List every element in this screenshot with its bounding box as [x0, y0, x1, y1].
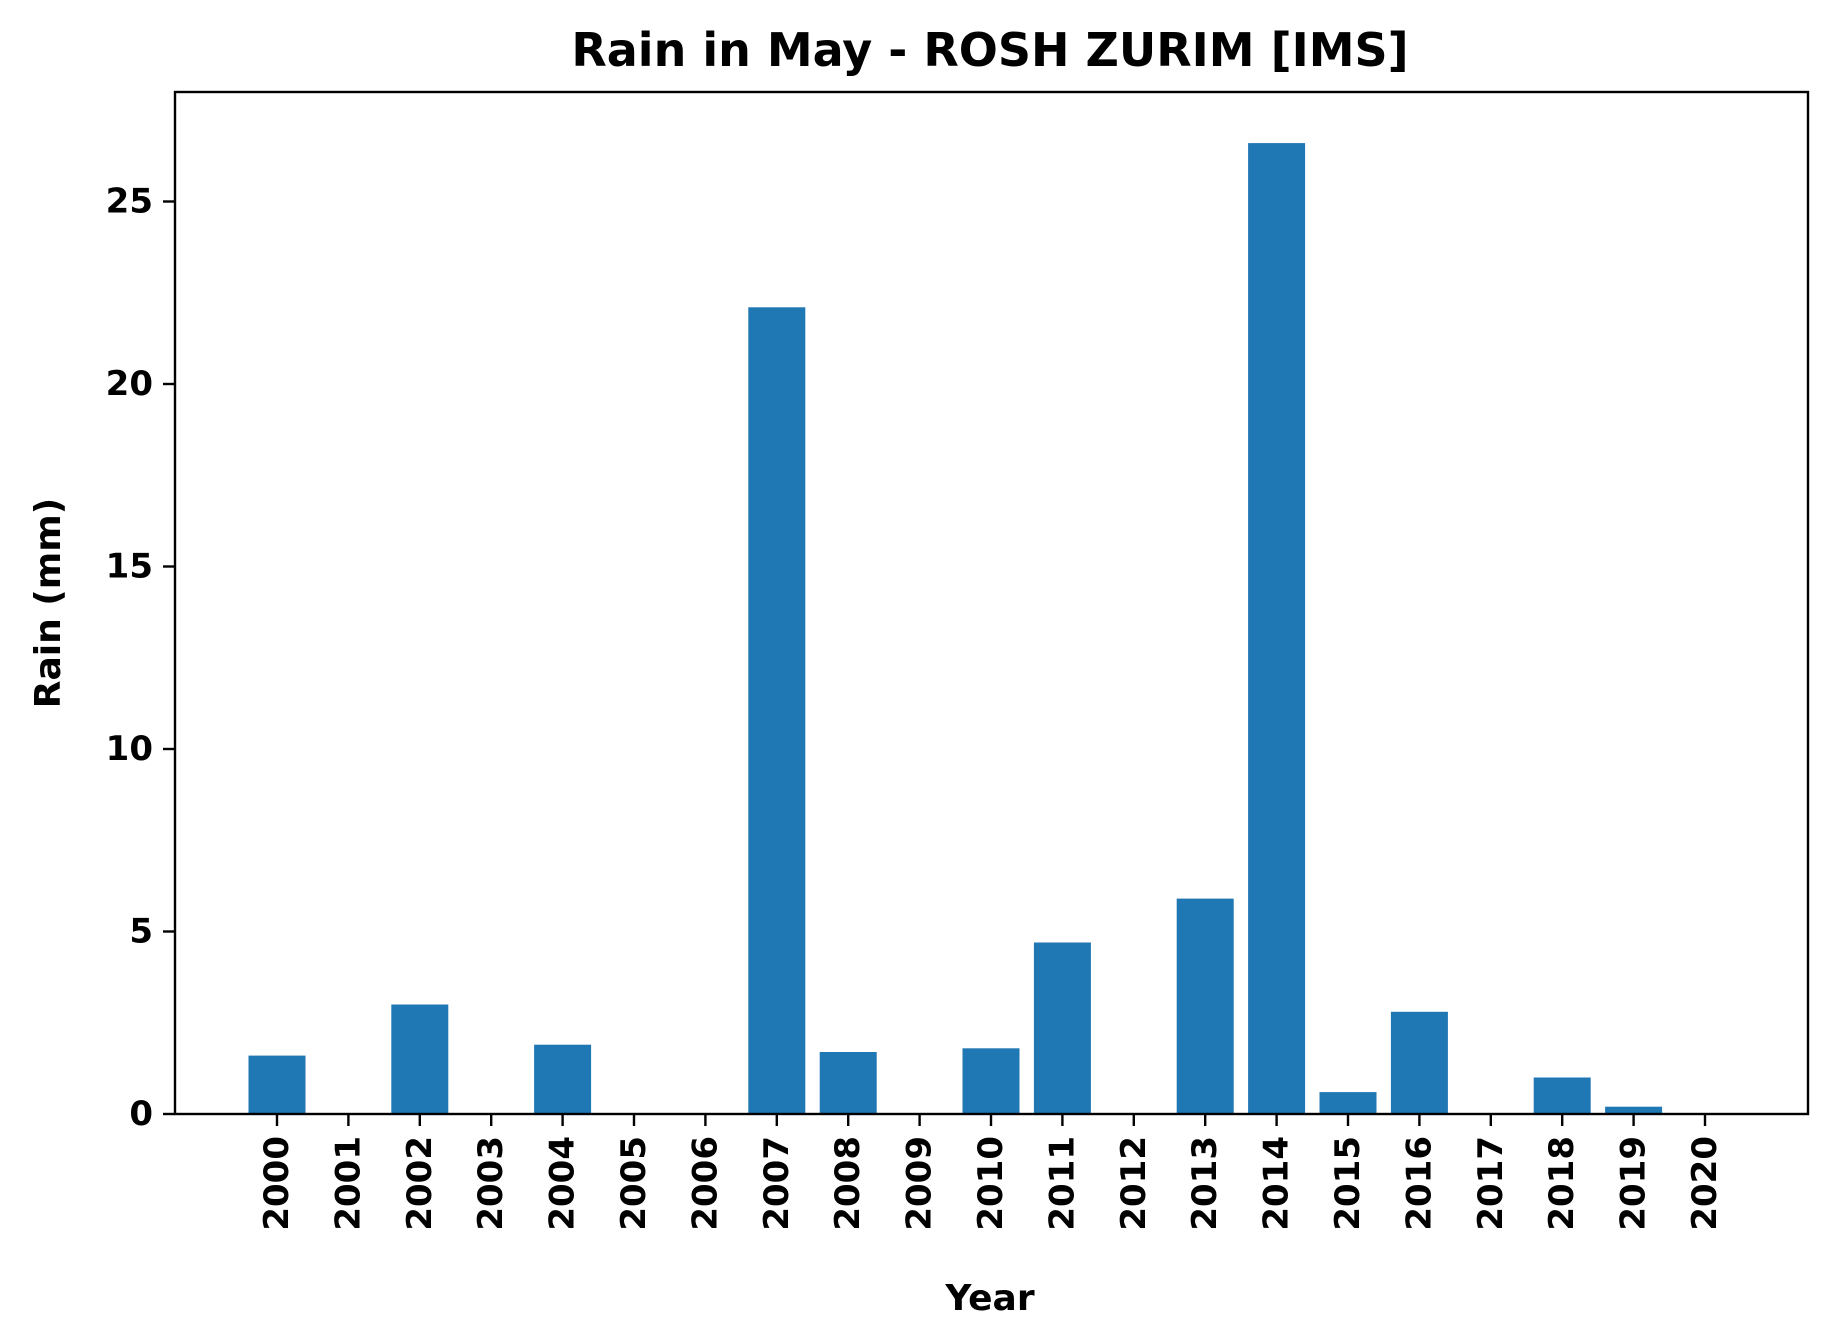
bars	[248, 143, 1663, 1115]
x-tick-label-2005: 2005	[614, 1136, 654, 1231]
bar-2008	[819, 1052, 877, 1114]
chart-title: Rain in May - ROSH ZURIM [IMS]	[571, 23, 1408, 77]
y-tick-label-20: 20	[106, 364, 153, 404]
bar-2010	[962, 1048, 1020, 1114]
x-tick-label-2009: 2009	[900, 1136, 940, 1231]
y-axis-label: Rain (mm)	[28, 498, 69, 708]
x-tick-label-2020: 2020	[1685, 1136, 1725, 1231]
bar-2007	[748, 307, 806, 1114]
bar-2014	[1248, 143, 1306, 1115]
y-axis-ticks: 0 5 10 15 20 25	[106, 182, 175, 1134]
y-tick-label-10: 10	[106, 729, 153, 769]
x-tick-label-2016: 2016	[1399, 1136, 1439, 1231]
plot-frame	[173, 90, 1810, 1116]
x-tick-label-2018: 2018	[1542, 1136, 1582, 1231]
y-tick-label-0: 0	[129, 1094, 153, 1134]
bar-2002	[391, 1004, 449, 1114]
x-tick-label-2014: 2014	[1257, 1136, 1297, 1231]
x-tick-label-2019: 2019	[1614, 1136, 1654, 1231]
x-tick-label-2013: 2013	[1185, 1136, 1225, 1231]
x-axis-ticks: 2000 2001 2002 2003 2004 2005 2006 2007 2008 2009…	[257, 1114, 1725, 1231]
bar-2019	[1605, 1106, 1663, 1114]
y-tick-label-15: 15	[106, 547, 153, 587]
x-tick-label-2004: 2004	[543, 1136, 583, 1231]
y-tick-label-5: 5	[129, 912, 153, 952]
bar-2015	[1319, 1092, 1377, 1114]
x-tick-label-2002: 2002	[400, 1136, 440, 1231]
x-tick-label-2015: 2015	[1328, 1136, 1368, 1231]
bar-2016	[1390, 1011, 1448, 1114]
bar-2013	[1176, 898, 1234, 1114]
x-axis-label: Year	[944, 1278, 1034, 1319]
x-tick-label-2001: 2001	[328, 1136, 368, 1231]
x-tick-label-2008: 2008	[828, 1136, 868, 1231]
x-tick-label-2006: 2006	[685, 1136, 725, 1231]
bar-2000	[248, 1055, 306, 1114]
x-tick-label-2010: 2010	[971, 1136, 1011, 1231]
y-tick-label-25: 25	[106, 182, 153, 222]
x-tick-label-2007: 2007	[757, 1136, 797, 1231]
x-tick-label-2017: 2017	[1471, 1136, 1511, 1231]
bar-2018	[1533, 1077, 1591, 1114]
bar-2011	[1033, 942, 1091, 1114]
bar-2004	[534, 1044, 592, 1114]
x-tick-label-2003: 2003	[471, 1136, 511, 1231]
x-tick-label-2012: 2012	[1114, 1136, 1154, 1231]
x-tick-label-2000: 2000	[257, 1136, 297, 1231]
x-tick-label-2011: 2011	[1042, 1136, 1082, 1231]
